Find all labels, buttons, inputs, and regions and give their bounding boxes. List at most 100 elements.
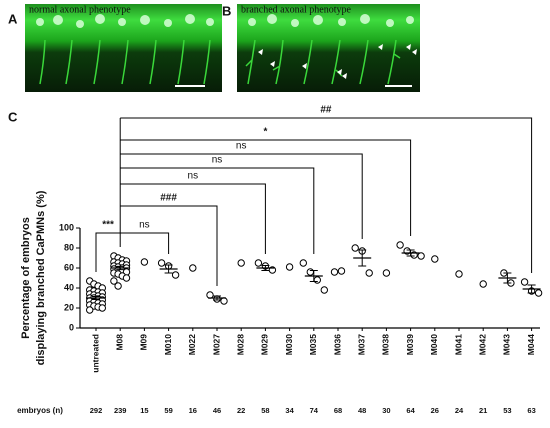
bracket xyxy=(95,232,121,272)
error-bar xyxy=(309,270,318,282)
bracket xyxy=(120,153,363,239)
image-caption: branched axonal phenotype xyxy=(241,4,352,15)
n-value: 68 xyxy=(334,406,342,415)
x-tick-label: M09 xyxy=(139,334,149,351)
data-point xyxy=(330,268,339,276)
data-point xyxy=(98,304,107,312)
panel-label: B xyxy=(222,3,231,18)
y-tick-label: 20 xyxy=(64,302,74,312)
error-bar xyxy=(527,284,536,294)
error-bar xyxy=(213,295,221,301)
x-tick-label: M040 xyxy=(429,334,439,356)
data-point xyxy=(431,255,439,263)
n-value: 30 xyxy=(382,406,390,415)
x-tick-label: M022 xyxy=(187,334,197,356)
error-bar xyxy=(503,272,512,284)
n-value: 58 xyxy=(261,406,269,415)
data-point xyxy=(396,241,404,249)
x-tick-label: M036 xyxy=(332,334,342,356)
data-point xyxy=(86,306,94,314)
y-tick-label: 0 xyxy=(69,322,74,332)
significance-label: ns xyxy=(139,220,150,231)
data-point xyxy=(320,286,328,294)
data-point xyxy=(337,267,346,275)
data-point xyxy=(122,274,131,282)
n-label: embryos (n) xyxy=(17,406,63,415)
x-tick-label: M08 xyxy=(114,334,124,351)
bracket xyxy=(120,205,218,286)
data-point xyxy=(140,258,149,266)
data-point xyxy=(351,244,359,252)
data-point xyxy=(157,259,166,267)
bracket xyxy=(120,232,170,254)
data-point xyxy=(220,297,228,305)
n-value: 59 xyxy=(164,406,172,415)
data-point xyxy=(479,280,487,288)
x-tick-label: M044 xyxy=(526,334,536,356)
bracket xyxy=(120,117,533,273)
data-point xyxy=(189,264,197,272)
n-value: 53 xyxy=(503,406,511,415)
data-point xyxy=(313,276,321,284)
x-tick-label: M028 xyxy=(235,334,245,356)
n-value: 16 xyxy=(189,406,197,415)
n-value: 26 xyxy=(431,406,439,415)
x-tick-label: M041 xyxy=(453,334,463,356)
n-value: 292 xyxy=(90,406,103,415)
panel-label: A xyxy=(8,11,18,26)
data-point xyxy=(110,277,118,285)
y-tick-label: 80 xyxy=(64,242,74,252)
y-tick-label: 40 xyxy=(64,282,74,292)
x-tick-label: M027 xyxy=(211,334,221,356)
n-value: 15 xyxy=(140,406,148,415)
data-point xyxy=(382,269,391,277)
x-tick-label: M029 xyxy=(260,334,270,356)
x-tick-label: M030 xyxy=(284,334,294,356)
data-point xyxy=(237,259,245,267)
y-axis-label: displaying branched CaPMNs (%) xyxy=(35,190,47,365)
n-value: 34 xyxy=(285,406,294,415)
data-point xyxy=(206,291,214,299)
n-value: 239 xyxy=(114,406,127,415)
data-point xyxy=(306,268,314,276)
significance-label: ns xyxy=(188,171,199,182)
data-point xyxy=(114,282,122,290)
x-tick-label: M010 xyxy=(163,334,173,356)
data-point xyxy=(285,263,294,271)
significance-label: ### xyxy=(160,193,177,204)
y-tick-label: 100 xyxy=(59,222,74,232)
n-value: 22 xyxy=(237,406,245,415)
n-value: 46 xyxy=(213,406,221,415)
bracket xyxy=(120,139,412,236)
y-tick-label: 60 xyxy=(64,262,74,272)
data-point xyxy=(254,259,263,267)
x-tick-label: untreated xyxy=(90,334,100,373)
error-bar xyxy=(164,264,173,274)
data-point xyxy=(365,269,373,277)
error-bar xyxy=(116,265,125,271)
micrograph-a xyxy=(25,4,222,92)
data-point xyxy=(534,289,543,297)
x-tick-label: M042 xyxy=(477,334,487,356)
data-point xyxy=(171,271,180,279)
significance-label: ns xyxy=(236,141,247,152)
significance-label: * xyxy=(263,127,267,138)
n-value: 21 xyxy=(479,406,487,415)
n-value: 64 xyxy=(406,406,415,415)
error-bar xyxy=(261,265,270,271)
data-point xyxy=(455,270,463,278)
n-value: 24 xyxy=(455,406,464,415)
bracket xyxy=(120,167,315,254)
error-bar xyxy=(358,249,367,267)
n-value: 63 xyxy=(527,406,535,415)
bracket xyxy=(120,183,266,254)
n-value: 74 xyxy=(310,406,319,415)
micrograph-b xyxy=(237,4,420,92)
significance-label: ns xyxy=(212,155,223,166)
data-point xyxy=(299,259,307,267)
image-caption: normal axonal phenotype xyxy=(29,4,131,15)
significance-label: *** xyxy=(102,220,114,231)
error-bar xyxy=(92,296,100,300)
panel-label: C xyxy=(8,109,18,124)
